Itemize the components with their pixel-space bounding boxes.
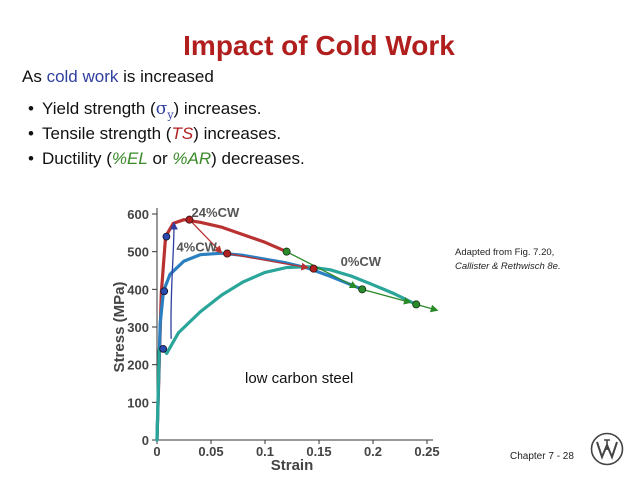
bullet-text: Tensile strength ( xyxy=(42,124,172,143)
curve-4cw xyxy=(155,251,364,442)
x-tick-label: 0.2 xyxy=(364,444,382,459)
y-tick-label: 500 xyxy=(127,245,149,260)
bullet-dot: • xyxy=(28,149,34,168)
bullet-text: ) increases. xyxy=(173,99,262,118)
source-note: Adapted from Fig. 7.20, Callister & Reth… xyxy=(455,246,561,274)
tensile-strength-marker xyxy=(309,264,318,273)
x-tick-label: 0.05 xyxy=(198,444,223,459)
ar-term: %AR xyxy=(172,149,212,168)
yield-trend-arrow xyxy=(170,221,178,339)
bullet-yield: • Yield strength (σy) increases. xyxy=(28,96,305,121)
y-tick-label: 100 xyxy=(127,395,149,410)
curve-label: 24%CW xyxy=(192,205,240,220)
bullet-tensile: • Tensile strength (TS) increases. xyxy=(28,121,305,146)
x-tick-label: 0.15 xyxy=(306,444,331,459)
yield-point-marker xyxy=(162,232,171,241)
x-tick-label: 0.25 xyxy=(414,444,439,459)
intro-highlight: cold work xyxy=(46,67,119,86)
ts-trend-arrow xyxy=(188,219,223,254)
y-tick-label: 200 xyxy=(127,358,149,373)
bullet-dot: • xyxy=(28,124,34,143)
curve-label: 4%CW xyxy=(176,240,217,255)
y-tick-label: 300 xyxy=(127,320,149,335)
intro-prefix: As xyxy=(22,67,47,86)
fracture-point-marker xyxy=(282,247,291,256)
x-tick-label: 0 xyxy=(153,444,160,459)
fracture-point-marker xyxy=(412,300,421,309)
sigma-subscript: y xyxy=(167,108,174,122)
page-title: Impact of Cold Work xyxy=(183,30,455,61)
sigma-glyph: σ xyxy=(155,99,168,119)
yield-point-marker xyxy=(159,344,168,353)
tensile-strength-marker xyxy=(185,215,194,224)
bullet-text: Yield strength ( xyxy=(42,99,156,118)
el-term: %EL xyxy=(111,149,148,168)
ts-trend-arrow xyxy=(227,252,310,271)
ts-term: TS xyxy=(171,124,194,143)
bullet-list: • Yield strength (σy) increases. • Tensile… xyxy=(28,96,305,171)
curve-label: 0%CW xyxy=(341,254,382,269)
y-tick-label: 600 xyxy=(127,207,149,222)
intro-suffix: is increased xyxy=(118,67,214,86)
y-tick-label: 400 xyxy=(127,282,149,297)
sigma-symbol: σy xyxy=(155,99,174,122)
publisher-logo-icon xyxy=(590,432,624,466)
curve-0cw xyxy=(155,265,418,442)
y-axis-label: Stress (MPa) xyxy=(111,282,128,373)
bullet-dot: • xyxy=(28,99,34,118)
source-note-line1: Adapted from Fig. 7.20, xyxy=(455,247,555,258)
y-tick-label: 0 xyxy=(142,433,149,448)
yield-point-marker xyxy=(160,287,169,296)
bullet-text: Ductility ( xyxy=(42,149,112,168)
x-tick-label: 0.1 xyxy=(256,444,274,459)
bullet-text: ) decreases. xyxy=(211,149,305,168)
fracture-trend-arrow xyxy=(286,251,358,289)
intro-line: As cold work is increased xyxy=(22,67,214,87)
bullet-text: or xyxy=(147,149,173,168)
bullet-text: ) increases. xyxy=(193,124,282,143)
bullet-ductility: • Ductility (%EL or %AR) decreases. xyxy=(28,146,305,171)
chart-annotation: low carbon steel xyxy=(245,370,353,387)
source-note-line2: Callister & Rethwisch 8e. xyxy=(455,261,561,272)
fracture-trend-arrow xyxy=(362,288,412,305)
tensile-strength-marker xyxy=(223,249,232,258)
chapter-footer: Chapter 7 - 28 xyxy=(510,451,574,462)
x-axis-label: Strain xyxy=(271,457,314,474)
fracture-point-marker xyxy=(358,285,367,294)
